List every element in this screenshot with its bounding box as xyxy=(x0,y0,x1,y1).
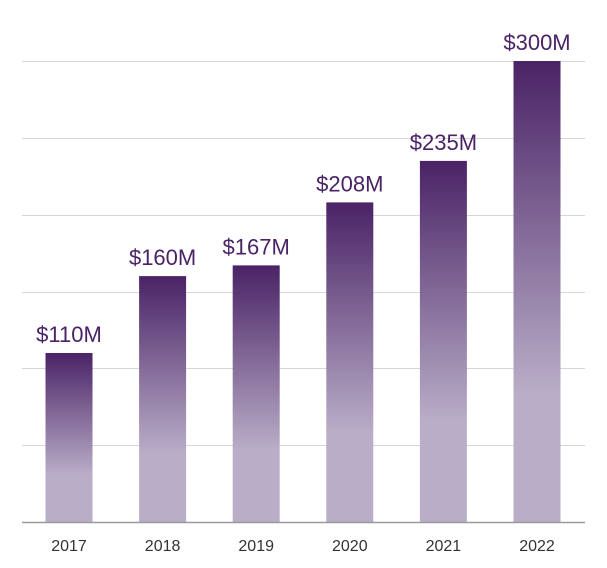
value-labels: $110M $160M $167M $208M $235M $300M xyxy=(36,30,570,347)
bar-2017 xyxy=(45,353,93,522)
value-label-2020: $208M xyxy=(316,171,383,196)
gridlines xyxy=(22,61,585,446)
value-label-2017: $110M xyxy=(36,322,102,347)
bar-2018 xyxy=(139,276,187,522)
x-tick-label-2021: 2021 xyxy=(426,538,462,555)
bar-2020 xyxy=(326,202,374,522)
x-tick-label-2019: 2019 xyxy=(238,538,274,555)
value-label-2022: $300M xyxy=(503,30,570,55)
x-tick-label-2020: 2020 xyxy=(332,538,368,555)
bars xyxy=(45,61,561,522)
bar-2019 xyxy=(232,265,280,522)
value-label-2021: $235M xyxy=(410,130,477,155)
bar-2022 xyxy=(513,61,561,522)
x-tick-label-2022: 2022 xyxy=(519,538,555,555)
x-tick-label-2017: 2017 xyxy=(51,538,87,555)
value-label-2018: $160M xyxy=(129,245,196,270)
value-label-2019: $167M xyxy=(223,234,290,259)
x-axis-tick-labels: 2017 2018 2019 2020 2021 2022 xyxy=(51,538,555,555)
bar-2021 xyxy=(419,160,467,522)
x-tick-label-2018: 2018 xyxy=(145,538,181,555)
